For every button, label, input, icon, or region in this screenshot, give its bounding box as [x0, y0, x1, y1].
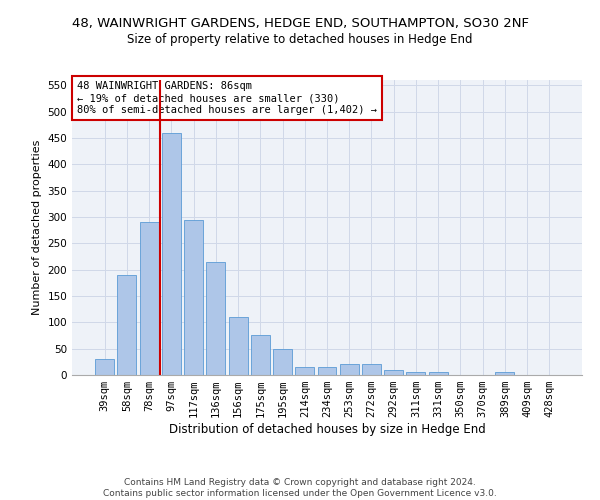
Bar — [317, 367, 337, 375]
Bar — [95, 359, 114, 375]
Text: 48, WAINWRIGHT GARDENS, HEDGE END, SOUTHAMPTON, SO30 2NF: 48, WAINWRIGHT GARDENS, HEDGE END, SOUTH… — [71, 18, 529, 30]
Bar — [206, 262, 225, 375]
Bar — [162, 132, 181, 375]
Bar — [406, 372, 425, 375]
Text: Contains HM Land Registry data © Crown copyright and database right 2024.
Contai: Contains HM Land Registry data © Crown c… — [103, 478, 497, 498]
Y-axis label: Number of detached properties: Number of detached properties — [32, 140, 42, 315]
Bar — [229, 317, 248, 375]
Bar — [251, 336, 270, 375]
Bar — [273, 348, 292, 375]
Text: Size of property relative to detached houses in Hedge End: Size of property relative to detached ho… — [127, 32, 473, 46]
Bar — [384, 370, 403, 375]
X-axis label: Distribution of detached houses by size in Hedge End: Distribution of detached houses by size … — [169, 423, 485, 436]
Bar — [340, 364, 359, 375]
Bar — [184, 220, 203, 375]
Text: 48 WAINWRIGHT GARDENS: 86sqm
← 19% of detached houses are smaller (330)
80% of s: 48 WAINWRIGHT GARDENS: 86sqm ← 19% of de… — [77, 82, 377, 114]
Bar — [362, 364, 381, 375]
Bar — [118, 275, 136, 375]
Bar — [496, 372, 514, 375]
Bar — [295, 367, 314, 375]
Bar — [429, 372, 448, 375]
Bar — [140, 222, 158, 375]
